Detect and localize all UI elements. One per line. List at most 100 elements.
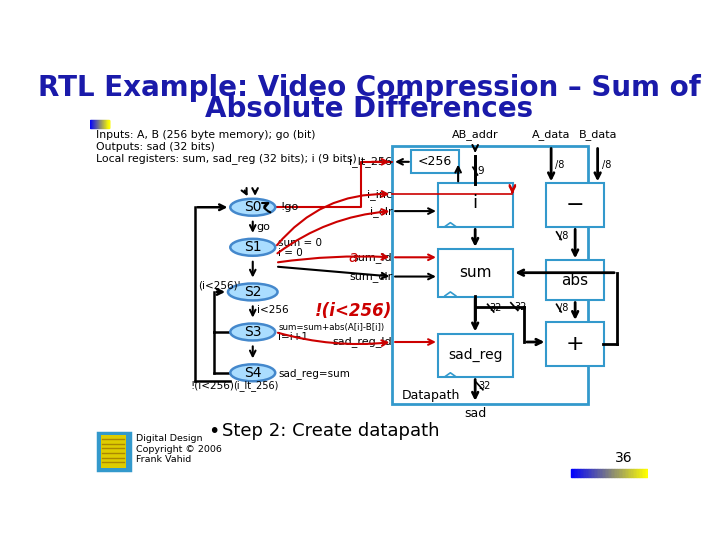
- Text: −: −: [566, 195, 585, 215]
- Text: /8: /8: [559, 231, 568, 241]
- Text: Step 2: Create datapath: Step 2: Create datapath: [222, 422, 439, 440]
- Text: 9: 9: [477, 166, 484, 176]
- FancyBboxPatch shape: [98, 433, 130, 470]
- Bar: [628, 469, 629, 477]
- Bar: [616, 469, 617, 477]
- Bar: [601, 469, 603, 477]
- Text: AB_addr: AB_addr: [452, 130, 498, 140]
- Bar: [603, 469, 605, 477]
- FancyBboxPatch shape: [438, 184, 513, 227]
- Bar: [594, 469, 595, 477]
- Text: 32: 32: [489, 303, 502, 313]
- Text: (i<256)': (i<256)': [199, 281, 241, 291]
- Bar: [637, 469, 639, 477]
- Text: /8: /8: [555, 160, 564, 170]
- Bar: [624, 469, 625, 477]
- Text: RTL Example: Video Compression – Sum of: RTL Example: Video Compression – Sum of: [37, 74, 701, 102]
- Bar: [632, 469, 634, 477]
- Bar: [612, 469, 614, 477]
- Bar: [588, 469, 589, 477]
- Text: sum = 0: sum = 0: [279, 239, 323, 248]
- Text: !(i<256): !(i<256): [315, 302, 392, 320]
- Bar: [595, 469, 597, 477]
- FancyBboxPatch shape: [411, 150, 459, 173]
- Text: +: +: [566, 334, 585, 354]
- Text: 32: 32: [478, 381, 490, 391]
- Text: /8: /8: [601, 160, 611, 170]
- Text: i<256: i<256: [256, 305, 288, 315]
- Text: Datapath: Datapath: [402, 389, 460, 402]
- Text: sum_ld: sum_ld: [353, 252, 392, 263]
- Text: abs: abs: [562, 273, 589, 288]
- Text: (i_lt_256): (i_lt_256): [233, 380, 279, 390]
- Bar: [620, 469, 621, 477]
- Text: a: a: [348, 250, 358, 265]
- Bar: [574, 469, 575, 477]
- Text: Digital Design
Copyright © 2006
Frank Vahid: Digital Design Copyright © 2006 Frank Va…: [136, 434, 222, 464]
- Text: i=i+1: i=i+1: [279, 333, 308, 342]
- Bar: [647, 469, 648, 477]
- Bar: [611, 469, 612, 477]
- Bar: [621, 469, 624, 477]
- Text: sad: sad: [464, 408, 486, 421]
- FancyBboxPatch shape: [392, 146, 588, 403]
- FancyBboxPatch shape: [101, 435, 127, 468]
- Text: 36: 36: [615, 451, 632, 465]
- Bar: [583, 469, 585, 477]
- Bar: [570, 469, 572, 477]
- Bar: [614, 469, 616, 477]
- Text: !go: !go: [280, 202, 298, 212]
- Text: sum=sum+abs(A[i]-B[i]): sum=sum+abs(A[i]-B[i]): [279, 323, 384, 332]
- FancyBboxPatch shape: [438, 334, 513, 377]
- Text: S1: S1: [244, 240, 261, 254]
- Text: i_clr: i_clr: [369, 206, 392, 217]
- Text: S3: S3: [244, 325, 261, 339]
- Ellipse shape: [230, 199, 275, 215]
- Bar: [625, 469, 626, 477]
- Bar: [644, 469, 645, 477]
- FancyBboxPatch shape: [438, 249, 513, 296]
- Bar: [640, 469, 642, 477]
- Bar: [608, 469, 609, 477]
- Bar: [580, 469, 581, 477]
- Text: Absolute Differences: Absolute Differences: [205, 96, 533, 124]
- Bar: [618, 469, 620, 477]
- Bar: [609, 469, 611, 477]
- Bar: [642, 469, 644, 477]
- Text: Inputs: A, B (256 byte memory); go (bit)
Outputs: sad (32 bits)
Local registers:: Inputs: A, B (256 byte memory); go (bit)…: [96, 130, 357, 164]
- Text: A_data: A_data: [532, 130, 570, 140]
- Bar: [577, 469, 578, 477]
- Bar: [586, 469, 588, 477]
- Ellipse shape: [230, 364, 275, 381]
- Text: !(i<256): !(i<256): [191, 380, 235, 390]
- Bar: [626, 469, 628, 477]
- Text: B_data: B_data: [578, 130, 617, 140]
- Bar: [578, 469, 580, 477]
- Text: i: i: [472, 194, 478, 212]
- Bar: [636, 469, 637, 477]
- Text: i = 0: i = 0: [279, 248, 303, 259]
- Bar: [645, 469, 647, 477]
- Text: S4: S4: [244, 366, 261, 380]
- Text: go: go: [256, 222, 271, 232]
- Ellipse shape: [228, 284, 277, 300]
- Bar: [600, 469, 601, 477]
- Ellipse shape: [230, 239, 275, 256]
- Text: sum_clr: sum_clr: [349, 271, 392, 282]
- Bar: [639, 469, 640, 477]
- Text: /8: /8: [559, 303, 568, 313]
- Text: S0: S0: [244, 200, 261, 214]
- Bar: [598, 469, 600, 477]
- Text: 32: 32: [514, 301, 526, 312]
- Text: sad_reg=sum: sad_reg=sum: [279, 368, 350, 379]
- Bar: [590, 469, 593, 477]
- Text: sad_reg: sad_reg: [448, 348, 503, 362]
- Bar: [629, 469, 631, 477]
- Bar: [597, 469, 598, 477]
- Text: i_inc: i_inc: [367, 188, 392, 200]
- Text: sum: sum: [459, 265, 492, 280]
- Bar: [585, 469, 586, 477]
- Bar: [572, 469, 574, 477]
- Text: <256: <256: [418, 156, 452, 168]
- Bar: [575, 469, 577, 477]
